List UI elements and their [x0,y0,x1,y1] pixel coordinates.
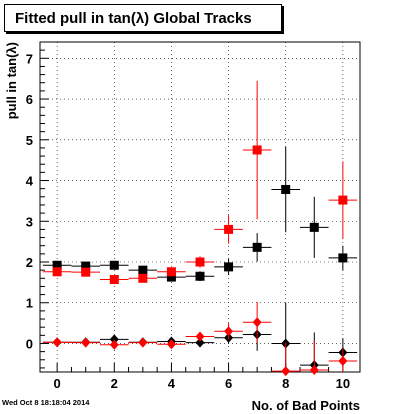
data-point-diamond [109,334,119,345]
data-point-square [138,265,148,275]
chart-title: Fitted pull in tan(λ) Global Tracks [4,4,282,32]
data-point-square [224,224,234,234]
data-point-square [195,257,205,267]
y-axis-label: pull in tan(λ) [4,42,19,119]
timestamp: Wed Oct 8 18:18:04 2014 [2,398,90,407]
data-point-square [81,267,91,277]
data-point-diamond [195,331,205,342]
data-point-diamond [52,337,62,348]
x-tick-label: 2 [111,376,118,391]
y-tick-label: 6 [26,92,33,107]
data-point-square [252,145,262,155]
x-axis-label: No. of Bad Points [252,398,360,413]
data-point-diamond [81,337,91,348]
data-point-square [281,184,291,194]
data-point-square [109,275,119,285]
data-point-square [52,267,62,277]
data-point-diamond [252,317,262,328]
y-tick-label: 5 [26,133,33,148]
data-point-diamond [224,326,234,337]
data-point-diamond [281,366,291,377]
data-point-square [338,253,348,263]
data-point-square [52,260,62,270]
data-point-square [81,261,91,271]
data-point-diamond [195,337,205,348]
data-point-diamond [109,339,119,350]
x-tick-label: 6 [225,376,232,391]
data-point-diamond [138,337,148,348]
data-point-square [309,222,319,232]
x-tick-label: 0 [54,376,61,391]
data-point-square [252,242,262,252]
data-point-square [138,273,148,283]
y-tick-label: 3 [26,214,33,229]
y-tick-label: 4 [26,174,34,189]
y-tick-label: 0 [26,336,33,351]
data-point-diamond [166,339,176,350]
x-tick-label: 10 [336,376,350,391]
data-point-square [338,195,348,205]
y-tick-label: 2 [26,255,33,270]
x-tick-label: 4 [168,376,176,391]
data-point-square [195,271,205,281]
y-tick-label: 7 [26,51,33,66]
y-tick-label: 1 [26,296,33,311]
data-point-square [166,272,176,282]
x-tick-label: 8 [282,376,289,391]
data-point-square [224,262,234,272]
data-point-square [109,260,119,270]
data-point-square [166,267,176,277]
data-point-diamond [338,356,348,366]
plot-frame [39,41,361,373]
data-point-diamond [309,364,319,375]
